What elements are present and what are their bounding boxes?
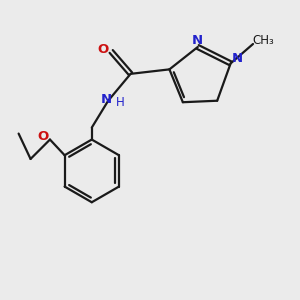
Text: O: O: [37, 130, 48, 143]
Text: N: N: [191, 34, 203, 47]
Text: H: H: [116, 96, 125, 109]
Text: N: N: [100, 93, 112, 106]
Text: O: O: [97, 44, 108, 56]
Text: N: N: [232, 52, 243, 64]
Text: CH₃: CH₃: [253, 34, 274, 47]
